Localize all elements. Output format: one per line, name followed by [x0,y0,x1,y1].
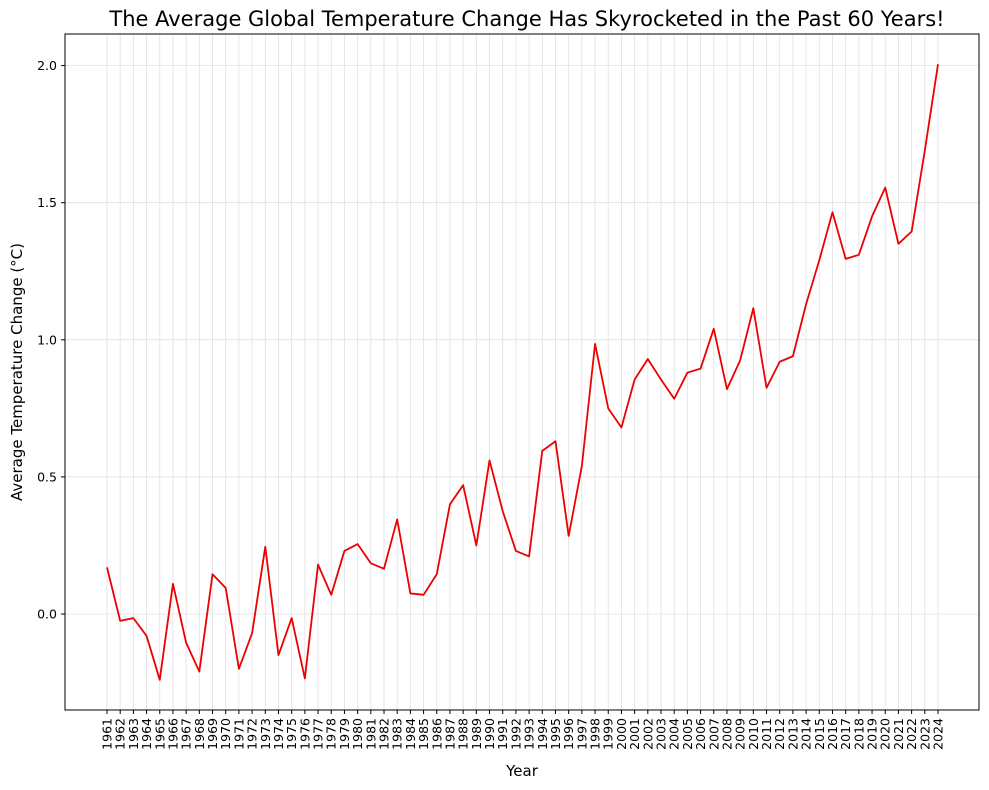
x-tick-label: 1981 [363,718,378,750]
x-tick-label: 1973 [258,718,273,750]
x-tick-label: 1977 [311,718,326,750]
x-axis-ticks: 1961196219631964196519661967196819691970… [100,710,946,750]
x-tick-label: 2009 [733,718,748,750]
x-tick-label: 1964 [139,718,154,750]
x-tick-label: 1999 [601,718,616,750]
grid [65,34,979,710]
x-tick-label: 2023 [917,718,932,750]
x-tick-label: 1970 [218,718,233,750]
x-tick-label: 1997 [574,718,589,750]
x-tick-label: 2004 [667,718,682,750]
x-tick-label: 2008 [719,718,734,750]
y-axis-ticks: 0.0 0.5 1.0 1.5 2.0 [37,58,65,622]
x-tick-label: 2000 [614,718,629,750]
x-tick-label: 2021 [891,718,906,750]
x-tick-label: 1966 [165,718,180,750]
x-tick-label: 1993 [522,718,537,750]
x-tick-label: 1986 [429,718,444,750]
x-tick-label: 2005 [680,718,695,750]
x-tick-label: 1965 [152,718,167,750]
y-tick-label: 1.0 [37,332,57,347]
x-tick-label: 1985 [416,718,431,750]
x-tick-label: 2001 [627,718,642,750]
x-tick-label: 1969 [205,718,220,750]
x-tick-label: 2024 [931,718,946,750]
x-tick-label: 1995 [548,718,563,750]
y-tick-label: 2.0 [37,58,57,73]
x-tick-label: 2022 [904,718,919,750]
x-tick-label: 1983 [390,718,405,750]
x-tick-label: 2019 [865,718,880,750]
x-tick-label: 1998 [588,718,603,750]
x-tick-label: 1990 [482,718,497,750]
x-tick-label: 2013 [785,718,800,750]
x-tick-label: 1961 [100,718,115,750]
x-tick-label: 1971 [231,718,246,750]
x-tick-label: 1974 [271,718,286,750]
x-tick-label: 2016 [825,718,840,750]
x-tick-label: 1991 [495,718,510,750]
series-layer [106,64,939,681]
x-tick-label: 1994 [535,718,550,750]
axes [64,33,980,711]
x-tick-label: 1978 [324,718,339,750]
x-tick-label: 1968 [192,718,207,750]
series-line [106,64,939,681]
x-tick-label: 1967 [179,718,194,750]
x-tick-label: 1989 [469,718,484,750]
x-tick-label: 1962 [113,718,128,750]
x-tick-label: 1976 [297,718,312,750]
x-tick-label: 1987 [442,718,457,750]
x-tick-label: 1992 [508,718,523,750]
x-tick-label: 2018 [851,718,866,750]
x-tick-label: 1980 [350,718,365,750]
x-tick-label: 2002 [640,718,655,750]
x-tick-label: 1988 [456,718,471,750]
x-tick-label: 1963 [126,718,141,750]
y-tick-label: 0.0 [37,607,57,622]
x-axis-label: Year [505,762,539,780]
x-tick-label: 1979 [337,718,352,750]
x-tick-label: 1982 [377,718,392,750]
chart-title: The Average Global Temperature Change Ha… [108,7,944,31]
x-tick-label: 1975 [284,718,299,750]
x-tick-label: 1972 [245,718,260,750]
x-tick-label: 2020 [878,718,893,750]
x-tick-label: 2017 [838,718,853,750]
x-tick-label: 1984 [403,718,418,750]
x-tick-label: 2007 [706,718,721,750]
y-tick-label: 1.5 [37,195,57,210]
x-tick-label: 2014 [799,718,814,750]
x-tick-label: 2003 [654,718,669,750]
x-tick-label: 2011 [759,718,774,750]
plot-frame [64,33,980,711]
x-tick-label: 2015 [812,718,827,750]
x-tick-label: 2010 [746,718,761,750]
x-tick-label: 2006 [693,718,708,750]
x-tick-label: 2012 [772,718,787,750]
y-tick-label: 0.5 [37,469,57,484]
x-tick-label: 1996 [561,718,576,750]
y-axis-label: Average Temperature Change (°C) [8,243,26,501]
